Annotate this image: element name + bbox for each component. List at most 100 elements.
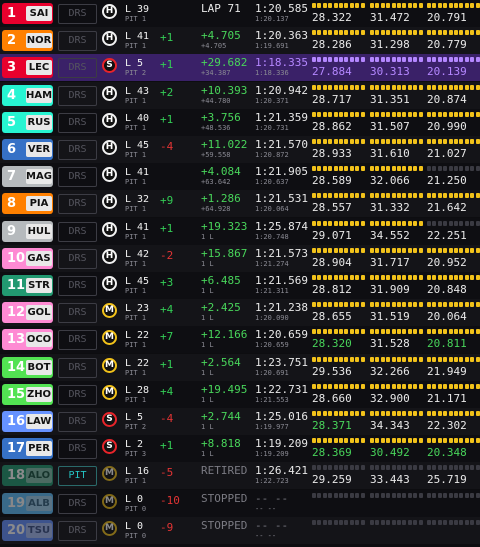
driver-row[interactable]: 2 NOR DRS H L 41 PIT 1 +1 +4.705 +4.705 1:20.363 1…	[0, 27, 480, 54]
best-lap-time: 1:20.731	[255, 124, 289, 132]
minisector-bar	[386, 57, 391, 62]
driver-row[interactable]: 1 SAI DRS H L 39 PIT 1 LAP 71 1:20.585 1:20.137 2…	[0, 0, 480, 27]
driver-row[interactable]: 17 PER DRS S L 2 PIT 3 +1 +8.818 1 L 1:19.209 1:19…	[0, 435, 480, 462]
minisector-bar	[370, 493, 374, 498]
minisector-bar	[418, 3, 423, 8]
drs-indicator: DRS	[58, 358, 97, 378]
driver-row[interactable]: 10 GAS DRS H L 42 PIT 1 -2 +15.867 1 L 1:21.573 1:…	[0, 245, 480, 272]
sector-2-time: 34.343	[370, 419, 410, 432]
minisector-bar	[470, 57, 475, 62]
minisector-bar	[475, 329, 480, 334]
minisector-bar	[349, 139, 354, 144]
driver-code: HUL	[26, 224, 52, 239]
minisector-bar	[437, 112, 442, 117]
sector-2-time: 31.528	[370, 337, 410, 350]
sector-1-minisectors	[312, 493, 366, 498]
minisector-bar	[464, 3, 469, 8]
minisector-bar	[349, 166, 354, 171]
driver-row[interactable]: 20 TSU DRS M L 0 PIT 0 -9 STOPPED -- -- -- --	[0, 517, 480, 544]
minisector-bar	[360, 438, 365, 443]
sector-1-minisectors	[312, 139, 366, 144]
minisector-bar	[448, 275, 453, 280]
driver-row[interactable]: 19 ALB DRS M L 0 PIT 0 -10 STOPPED -- -- -- --	[0, 490, 480, 517]
minisector-bar	[397, 329, 401, 334]
sector-3-time: 20.811	[427, 337, 467, 350]
minisector-bar	[360, 85, 365, 90]
minisector-bar	[470, 411, 475, 416]
pit-count: PIT 2	[125, 423, 147, 431]
minisector-bar	[397, 493, 401, 498]
sector-3-minisectors	[427, 329, 480, 334]
driver-row[interactable]: 7 MAG DRS H L 41 PIT 1 +4.084 +63.642 1:21.905 1:…	[0, 163, 480, 190]
driver-row[interactable]: 15 ZHO DRS M L 28 PIT 1 +4 +19.495 1 L 1:22.731 1:…	[0, 381, 480, 408]
minisector-bar	[391, 329, 396, 334]
sector-1-minisectors	[312, 520, 366, 525]
minisector-bar	[375, 248, 380, 253]
driver-row[interactable]: 13 OCO DRS M L 22 PIT 1 +7 +12.166 1 L 1:20.659 1:…	[0, 326, 480, 353]
minisector-bar	[464, 329, 469, 334]
minisector-bar	[333, 465, 338, 470]
driver-row[interactable]: 5 RUS DRS H L 40 PIT 1 +1 +3.756 +48.536 1:21.359…	[0, 109, 480, 136]
minisector-bar	[360, 329, 365, 334]
driver-row[interactable]: 18 ALO PIT M L 16 PIT 1 -5 RETIRED 1:26.421 1:22.…	[0, 462, 480, 489]
minisector-bar	[339, 357, 343, 362]
minisector-bar	[344, 3, 349, 8]
driver-code: HAM	[26, 88, 53, 103]
driver-row[interactable]: 14 BOT DRS M L 22 PIT 1 +1 +2.564 1 L 1:23.751 1:2…	[0, 354, 480, 381]
minisector-bar	[322, 221, 327, 226]
minisector-bar	[349, 57, 354, 62]
minisector-bar	[397, 85, 401, 90]
minisector-bar	[349, 30, 354, 35]
minisector-bar	[475, 465, 480, 470]
sector-3-minisectors	[427, 248, 480, 253]
minisector-bar	[355, 411, 360, 416]
minisector-bar	[432, 302, 437, 307]
driver-row[interactable]: 4 HAM DRS H L 43 PIT 1 +2 +10.393 +44.780 1:20.94…	[0, 82, 480, 109]
gap-to-ahead: +3.756	[201, 111, 241, 124]
minisector-bar	[470, 221, 475, 226]
minisector-bar	[344, 438, 349, 443]
best-lap-time: 1:21.311	[255, 287, 289, 295]
minisector-bar	[413, 166, 418, 171]
minisector-bar	[470, 248, 475, 253]
minisector-bar	[432, 3, 437, 8]
minisector-bar	[407, 302, 412, 307]
minisector-bar	[397, 520, 401, 525]
minisector-bar	[380, 30, 385, 35]
sector-3-time: 21.171	[427, 392, 467, 405]
minisector-bar	[454, 248, 458, 253]
driver-row[interactable]: 3 LEC DRS S L 5 PIT 2 +1 +29.682 +34.387 1:18.335…	[0, 54, 480, 81]
driver-row[interactable]: 8 PIA DRS H L 32 PIT 1 +9 +1.286 +64.928 1:21.531…	[0, 190, 480, 217]
positions-gained: +1	[160, 358, 174, 371]
minisector-bar	[360, 3, 365, 8]
driver-row[interactable]: 6 VER DRS H L 45 PIT 1 -4 +11.022 +59.558 1:21.57…	[0, 136, 480, 163]
minisector-bar	[437, 302, 442, 307]
minisector-bar	[443, 302, 448, 307]
position-badge: 20 TSU	[2, 520, 53, 541]
drs-indicator: DRS	[58, 140, 97, 160]
minisector-bar	[370, 193, 374, 198]
driver-row[interactable]: 9 HUL DRS H L 41 PIT 1 +1 +19.323 1 L 1:25.874 1:2…	[0, 218, 480, 245]
gap-to-ahead: +19.323	[201, 220, 248, 233]
minisector-bar	[437, 85, 442, 90]
driver-row[interactable]: 12 GOL DRS M L 23 PIT 1 +4 +2.425 1 L 1:21.238 1:2…	[0, 299, 480, 326]
minisector-bar	[333, 221, 338, 226]
minisector-bar	[360, 221, 365, 226]
minisector-bar	[328, 139, 333, 144]
minisector-bar	[407, 30, 412, 35]
minisector-bar	[427, 221, 431, 226]
minisector-bar	[355, 221, 360, 226]
best-lap-time: 1:20.659	[255, 341, 289, 349]
minisector-bar	[328, 438, 333, 443]
driver-row[interactable]: 16 LAW DRS S L 5 PIT 2 -4 +2.744 1 L 1:25.016 1:19…	[0, 408, 480, 435]
minisector-bar	[355, 30, 360, 35]
position-badge: 4 HAM	[2, 85, 53, 106]
pit-count: PIT 1	[125, 205, 147, 213]
minisector-bar	[328, 384, 333, 389]
driver-row[interactable]: 11 STR DRS H L 45 PIT 1 +3 +6.485 1 L 1:21.569 1:2…	[0, 272, 480, 299]
last-lap-time: 1:20.942	[255, 84, 308, 97]
minisector-bar	[375, 520, 380, 525]
minisector-bar	[317, 493, 322, 498]
minisector-bar	[370, 384, 374, 389]
minisector-bar	[333, 329, 338, 334]
